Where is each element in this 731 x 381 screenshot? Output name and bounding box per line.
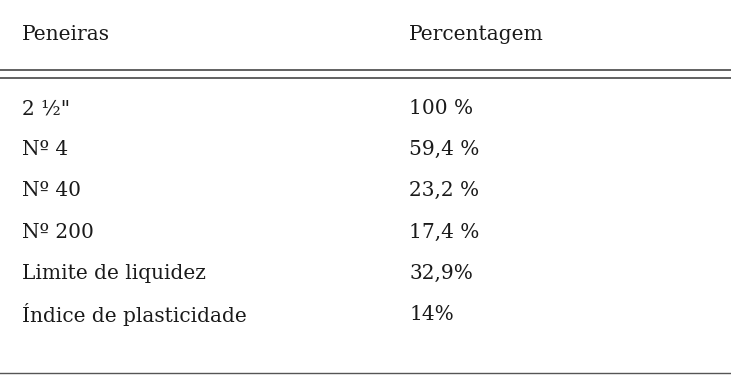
Text: Peneiras: Peneiras [22, 25, 110, 44]
Text: 59,4 %: 59,4 % [409, 140, 480, 159]
Text: 2 ½": 2 ½" [22, 99, 70, 118]
Text: 100 %: 100 % [409, 99, 474, 118]
Text: Índice de plasticidade: Índice de plasticidade [22, 303, 246, 326]
Text: Nº 4: Nº 4 [22, 140, 68, 159]
Text: 17,4 %: 17,4 % [409, 223, 480, 242]
Text: Nº 200: Nº 200 [22, 223, 94, 242]
Text: 23,2 %: 23,2 % [409, 181, 480, 200]
Text: Nº 40: Nº 40 [22, 181, 81, 200]
Text: Percentagem: Percentagem [409, 25, 544, 44]
Text: Limite de liquidez: Limite de liquidez [22, 264, 206, 283]
Text: 32,9%: 32,9% [409, 264, 473, 283]
Text: 14%: 14% [409, 305, 454, 324]
